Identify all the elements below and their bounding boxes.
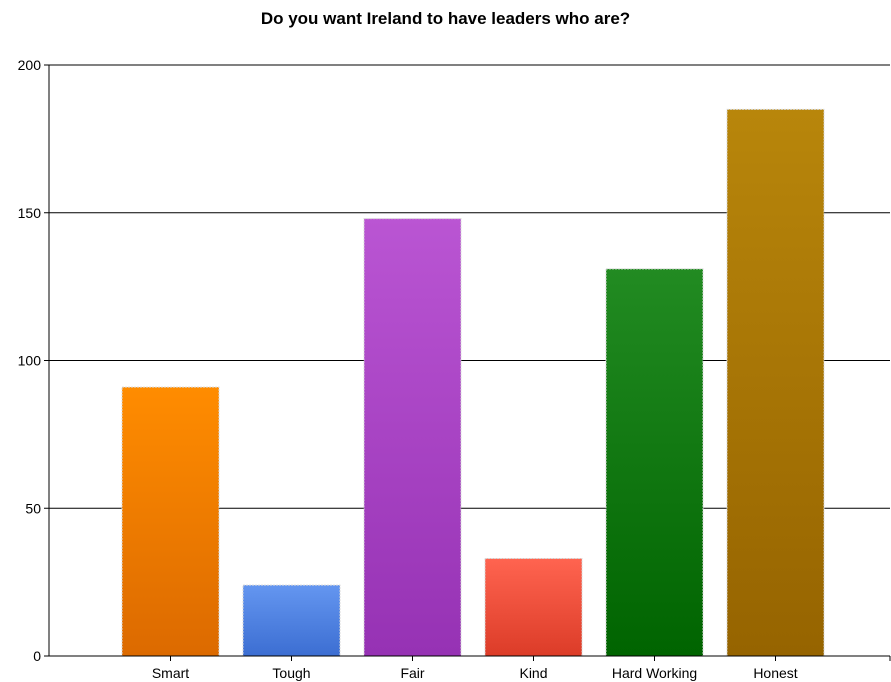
bar-hard-working bbox=[605, 268, 704, 657]
x-tick-label: Hard Working bbox=[612, 665, 697, 681]
y-tick-label: 200 bbox=[18, 57, 42, 73]
x-tick-label: Honest bbox=[753, 665, 797, 681]
bar-smart bbox=[121, 386, 220, 657]
bar-fair bbox=[363, 218, 462, 657]
bar-honest bbox=[726, 108, 825, 657]
y-tick-label: 100 bbox=[18, 353, 42, 369]
chart-title: Do you want Ireland to have leaders who … bbox=[260, 9, 631, 28]
x-tick-label: Tough bbox=[272, 665, 310, 681]
x-tick-label: Kind bbox=[519, 665, 547, 681]
x-tick-label: Fair bbox=[400, 665, 424, 681]
y-tick-label: 50 bbox=[25, 500, 41, 516]
y-tick-label: 0 bbox=[33, 648, 41, 664]
y-tick-label: 150 bbox=[18, 205, 42, 221]
bar-tough bbox=[242, 584, 341, 657]
bar-kind bbox=[484, 557, 583, 657]
x-tick-label: Smart bbox=[152, 665, 189, 681]
